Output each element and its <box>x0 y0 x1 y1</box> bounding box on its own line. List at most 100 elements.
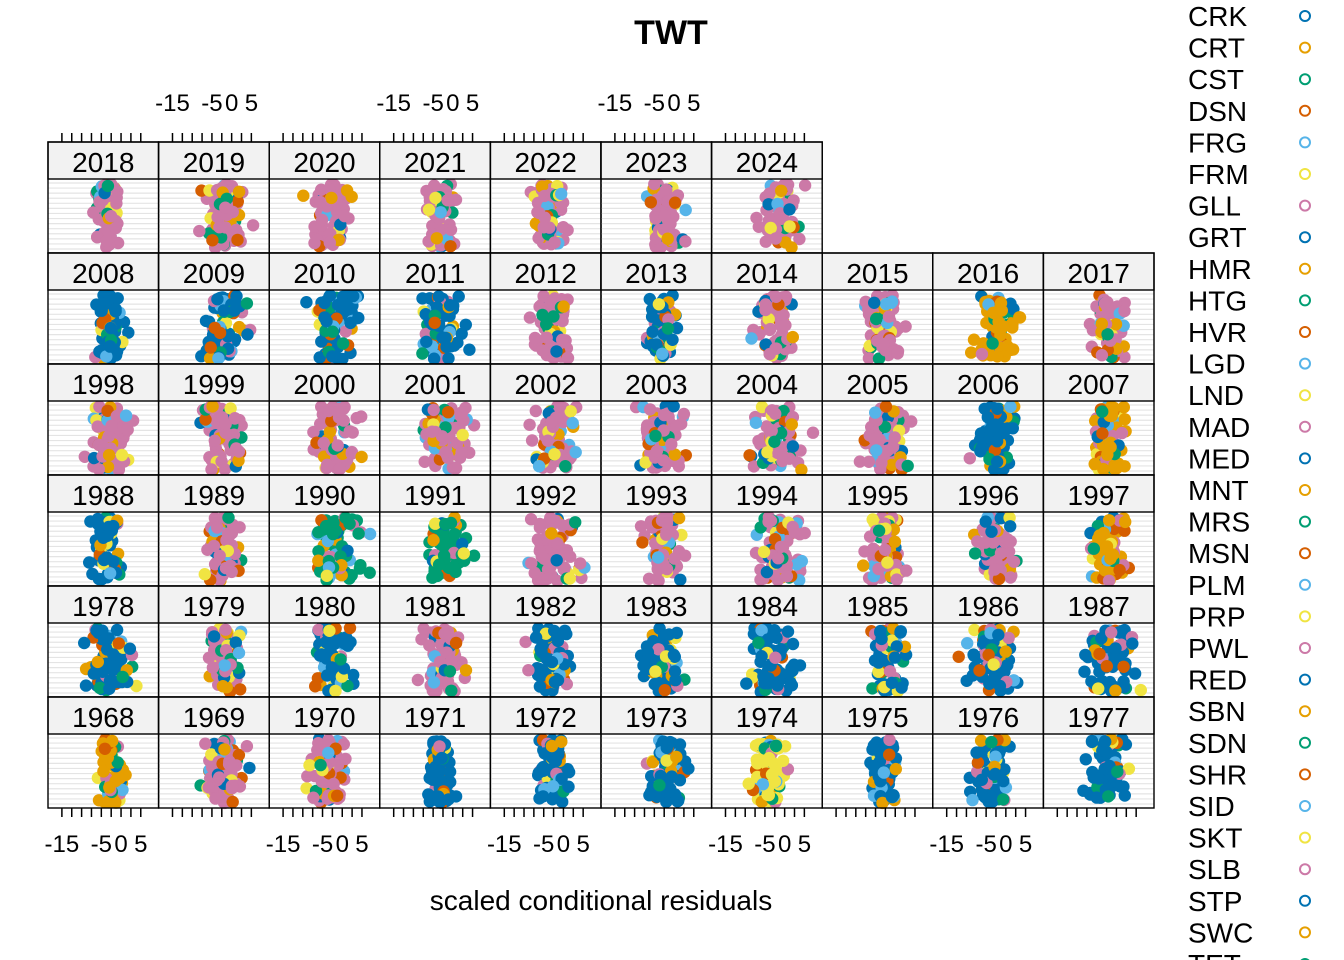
data-point <box>525 557 537 569</box>
data-point <box>996 304 1008 316</box>
data-point <box>879 544 891 556</box>
data-point <box>857 559 869 571</box>
data-point <box>752 435 764 447</box>
data-point <box>1096 349 1108 361</box>
panel-1969: 1969 <box>159 697 270 809</box>
data-point <box>352 527 364 539</box>
data-point <box>321 570 333 582</box>
panel-label: 2024 <box>736 147 798 178</box>
panel-label: 1994 <box>736 480 798 511</box>
data-point <box>312 555 324 567</box>
data-point <box>968 334 980 346</box>
data-point <box>418 623 430 635</box>
data-point <box>976 441 988 453</box>
data-point <box>463 344 475 356</box>
data-point <box>433 290 445 302</box>
data-point <box>900 564 912 576</box>
panel-label: 1980 <box>293 591 355 622</box>
data-point <box>770 291 782 303</box>
data-point <box>230 290 242 302</box>
data-point <box>870 444 882 456</box>
data-point <box>1135 684 1147 696</box>
data-point <box>222 511 234 523</box>
data-point <box>324 642 336 654</box>
data-point <box>868 433 880 445</box>
panel-2020: 2020 <box>269 142 380 253</box>
data-point <box>217 680 229 692</box>
data-point <box>341 300 353 312</box>
panel-label: 1989 <box>183 480 245 511</box>
panel-1989: 1989 <box>159 475 270 587</box>
data-point <box>551 554 563 566</box>
data-point <box>355 451 367 463</box>
data-point <box>211 521 223 533</box>
data-point <box>205 341 217 353</box>
data-point <box>433 740 445 752</box>
data-point <box>642 646 654 658</box>
panel-label: 2015 <box>846 258 908 289</box>
data-point <box>787 331 799 343</box>
data-point <box>326 661 338 673</box>
data-point <box>326 326 338 338</box>
panel-label: 1968 <box>72 702 134 733</box>
panel-label: 1969 <box>183 702 245 733</box>
data-point <box>538 553 550 565</box>
data-point <box>1096 318 1108 330</box>
data-point <box>775 185 787 197</box>
data-point <box>112 292 124 304</box>
data-point <box>445 224 457 236</box>
data-point <box>662 322 674 334</box>
data-point <box>529 332 541 344</box>
data-point <box>1116 427 1128 439</box>
data-point <box>799 179 811 191</box>
panel-label: 1996 <box>957 480 1019 511</box>
data-point <box>334 463 346 475</box>
data-point <box>1113 564 1125 576</box>
data-point <box>428 404 440 416</box>
data-point <box>668 552 680 564</box>
data-point <box>533 207 545 219</box>
data-point <box>364 528 376 540</box>
panel-label: 1970 <box>293 702 355 733</box>
data-point <box>108 660 120 672</box>
data-point <box>664 736 676 748</box>
panel-2011: 2011 <box>380 253 491 365</box>
data-point <box>300 296 312 308</box>
data-point <box>226 780 238 792</box>
data-point <box>526 434 538 446</box>
data-point <box>439 518 451 530</box>
data-point <box>318 437 330 449</box>
data-point <box>233 647 245 659</box>
data-point <box>1103 575 1115 587</box>
panel-2022: 2022 <box>490 142 601 253</box>
data-point <box>1109 685 1121 697</box>
data-point <box>755 650 767 662</box>
data-point <box>759 304 771 316</box>
data-point <box>997 320 1009 332</box>
data-point <box>649 430 661 442</box>
panel-2001: 2001 <box>380 364 491 475</box>
panel-label: 1997 <box>1068 480 1130 511</box>
data-point <box>891 573 903 585</box>
data-point <box>247 219 259 231</box>
panel-1987: 1987 <box>1043 586 1154 697</box>
data-point <box>536 344 548 356</box>
data-point <box>209 435 221 447</box>
data-point <box>660 529 672 541</box>
panel-1986: 1986 <box>933 586 1044 697</box>
data-point <box>762 677 774 689</box>
data-point <box>985 526 997 538</box>
data-point <box>769 652 781 664</box>
data-point <box>883 310 895 322</box>
data-point <box>219 221 231 233</box>
data-point <box>203 781 215 793</box>
data-point <box>419 456 431 468</box>
data-point <box>1096 427 1108 439</box>
data-point <box>428 353 440 365</box>
data-point <box>435 206 447 218</box>
data-point <box>868 297 880 309</box>
panel-1982: 1982 <box>490 586 601 697</box>
data-point <box>226 759 238 771</box>
data-point <box>329 685 341 697</box>
